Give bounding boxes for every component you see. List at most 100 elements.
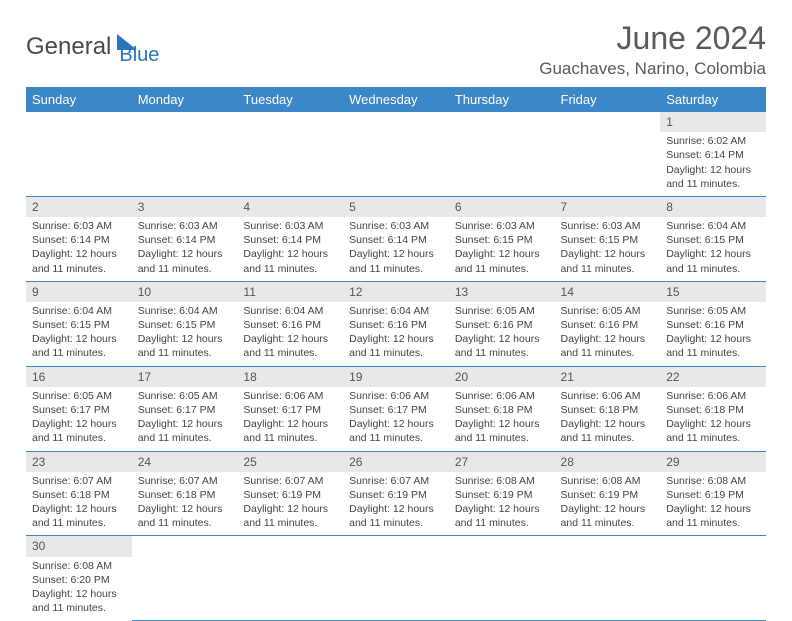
title-block: June 2024 Guachaves, Narino, Colombia: [539, 20, 766, 79]
daylight-text: Daylight: 12 hours and 11 minutes.: [455, 502, 549, 530]
daylight-text: Daylight: 12 hours and 11 minutes.: [666, 417, 760, 445]
sunset-text: Sunset: 6:17 PM: [138, 403, 232, 417]
calendar-table: SundayMondayTuesdayWednesdayThursdayFrid…: [26, 87, 766, 621]
sunset-text: Sunset: 6:19 PM: [561, 488, 655, 502]
day-detail-row: Sunrise: 6:08 AMSunset: 6:20 PMDaylight:…: [26, 557, 766, 621]
day-number-cell: 18: [237, 366, 343, 387]
sunset-text: Sunset: 6:16 PM: [666, 318, 760, 332]
day-detail-cell: Sunrise: 6:04 AMSunset: 6:15 PMDaylight:…: [26, 302, 132, 366]
daylight-text: Daylight: 12 hours and 11 minutes.: [32, 502, 126, 530]
sunset-text: Sunset: 6:14 PM: [243, 233, 337, 247]
day-number-cell: 4: [237, 196, 343, 217]
day-number-cell: 13: [449, 281, 555, 302]
day-number-cell: 12: [343, 281, 449, 302]
day-number-cell: 2: [26, 196, 132, 217]
sunrise-text: Sunrise: 6:07 AM: [349, 474, 443, 488]
sunset-text: Sunset: 6:14 PM: [138, 233, 232, 247]
day-number-row: 2345678: [26, 196, 766, 217]
day-number-cell: 11: [237, 281, 343, 302]
daylight-text: Daylight: 12 hours and 11 minutes.: [349, 332, 443, 360]
sunset-text: Sunset: 6:15 PM: [666, 233, 760, 247]
day-detail-row: Sunrise: 6:02 AMSunset: 6:14 PMDaylight:…: [26, 132, 766, 196]
day-detail-cell: Sunrise: 6:06 AMSunset: 6:18 PMDaylight:…: [449, 387, 555, 451]
day-number-cell: 23: [26, 451, 132, 472]
sunset-text: Sunset: 6:17 PM: [349, 403, 443, 417]
day-number-cell: 26: [343, 451, 449, 472]
day-detail-cell: Sunrise: 6:07 AMSunset: 6:18 PMDaylight:…: [132, 472, 238, 536]
daylight-text: Daylight: 12 hours and 11 minutes.: [666, 502, 760, 530]
sunrise-text: Sunrise: 6:08 AM: [666, 474, 760, 488]
daylight-text: Daylight: 12 hours and 11 minutes.: [138, 247, 232, 275]
sunset-text: Sunset: 6:19 PM: [349, 488, 443, 502]
daylight-text: Daylight: 12 hours and 11 minutes.: [138, 332, 232, 360]
daylight-text: Daylight: 12 hours and 11 minutes.: [455, 332, 549, 360]
sunrise-text: Sunrise: 6:06 AM: [349, 389, 443, 403]
daylight-text: Daylight: 12 hours and 11 minutes.: [243, 502, 337, 530]
sunset-text: Sunset: 6:15 PM: [138, 318, 232, 332]
day-detail-cell: Sunrise: 6:08 AMSunset: 6:19 PMDaylight:…: [660, 472, 766, 536]
sunset-text: Sunset: 6:18 PM: [138, 488, 232, 502]
day-number-cell: [343, 536, 449, 557]
daylight-text: Daylight: 12 hours and 11 minutes.: [666, 332, 760, 360]
daylight-text: Daylight: 12 hours and 11 minutes.: [561, 332, 655, 360]
day-number-cell: 16: [26, 366, 132, 387]
day-number-cell: 19: [343, 366, 449, 387]
day-detail-cell: Sunrise: 6:05 AMSunset: 6:16 PMDaylight:…: [555, 302, 661, 366]
day-number-cell: 1: [660, 112, 766, 132]
day-number-cell: [132, 112, 238, 132]
daylight-text: Daylight: 12 hours and 11 minutes.: [32, 332, 126, 360]
day-detail-cell: Sunrise: 6:03 AMSunset: 6:15 PMDaylight:…: [555, 217, 661, 281]
sunset-text: Sunset: 6:16 PM: [561, 318, 655, 332]
day-header: Tuesday: [237, 87, 343, 112]
day-number-cell: [555, 536, 661, 557]
sunset-text: Sunset: 6:20 PM: [32, 573, 126, 587]
sunrise-text: Sunrise: 6:05 AM: [561, 304, 655, 318]
sunset-text: Sunset: 6:16 PM: [455, 318, 549, 332]
sunrise-text: Sunrise: 6:08 AM: [561, 474, 655, 488]
sunset-text: Sunset: 6:15 PM: [455, 233, 549, 247]
sunset-text: Sunset: 6:17 PM: [32, 403, 126, 417]
day-detail-cell: Sunrise: 6:03 AMSunset: 6:14 PMDaylight:…: [26, 217, 132, 281]
day-detail-cell: [132, 557, 238, 621]
day-number-row: 9101112131415: [26, 281, 766, 302]
day-header: Monday: [132, 87, 238, 112]
day-number-cell: 30: [26, 536, 132, 557]
day-detail-cell: Sunrise: 6:04 AMSunset: 6:15 PMDaylight:…: [660, 217, 766, 281]
day-detail-cell: [555, 557, 661, 621]
sunrise-text: Sunrise: 6:08 AM: [455, 474, 549, 488]
day-number-cell: [132, 536, 238, 557]
day-detail-cell: Sunrise: 6:05 AMSunset: 6:17 PMDaylight:…: [26, 387, 132, 451]
daylight-text: Daylight: 12 hours and 11 minutes.: [561, 502, 655, 530]
day-number-cell: 7: [555, 196, 661, 217]
logo-text-general: General: [26, 33, 111, 61]
sunrise-text: Sunrise: 6:03 AM: [455, 219, 549, 233]
day-number-row: 16171819202122: [26, 366, 766, 387]
daylight-text: Daylight: 12 hours and 11 minutes.: [455, 247, 549, 275]
day-number-cell: 24: [132, 451, 238, 472]
sunset-text: Sunset: 6:16 PM: [349, 318, 443, 332]
day-number-cell: 10: [132, 281, 238, 302]
sunset-text: Sunset: 6:14 PM: [666, 148, 760, 162]
sunrise-text: Sunrise: 6:05 AM: [32, 389, 126, 403]
sunset-text: Sunset: 6:15 PM: [561, 233, 655, 247]
sunset-text: Sunset: 6:18 PM: [561, 403, 655, 417]
day-detail-cell: [26, 132, 132, 196]
day-detail-cell: Sunrise: 6:04 AMSunset: 6:16 PMDaylight:…: [343, 302, 449, 366]
day-detail-cell: Sunrise: 6:07 AMSunset: 6:19 PMDaylight:…: [237, 472, 343, 536]
sunset-text: Sunset: 6:16 PM: [243, 318, 337, 332]
day-detail-cell: [555, 132, 661, 196]
sunset-text: Sunset: 6:19 PM: [243, 488, 337, 502]
daylight-text: Daylight: 12 hours and 11 minutes.: [349, 502, 443, 530]
daylight-text: Daylight: 12 hours and 11 minutes.: [243, 247, 337, 275]
day-number-cell: 3: [132, 196, 238, 217]
day-detail-cell: Sunrise: 6:07 AMSunset: 6:19 PMDaylight:…: [343, 472, 449, 536]
day-number-cell: 25: [237, 451, 343, 472]
day-header: Sunday: [26, 87, 132, 112]
day-number-row: 23242526272829: [26, 451, 766, 472]
sunrise-text: Sunrise: 6:08 AM: [32, 559, 126, 573]
sunset-text: Sunset: 6:18 PM: [666, 403, 760, 417]
day-header-row: SundayMondayTuesdayWednesdayThursdayFrid…: [26, 87, 766, 112]
daylight-text: Daylight: 12 hours and 11 minutes.: [666, 247, 760, 275]
sunrise-text: Sunrise: 6:03 AM: [349, 219, 443, 233]
day-number-cell: 29: [660, 451, 766, 472]
